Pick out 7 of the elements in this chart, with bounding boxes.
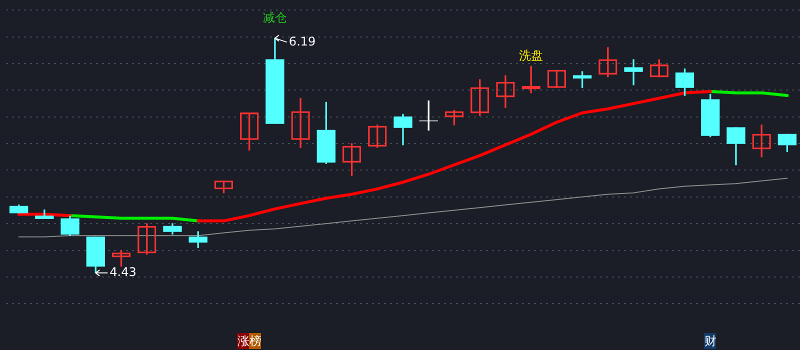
candlestick	[624, 59, 643, 86]
text: 涨榜	[237, 333, 262, 349]
annotation: 减仓	[262, 10, 287, 24]
annotation: 洗盘	[519, 48, 544, 62]
text: 财	[704, 333, 716, 349]
annotation: 4.43	[110, 265, 136, 280]
annotation: 6.19	[288, 34, 316, 48]
